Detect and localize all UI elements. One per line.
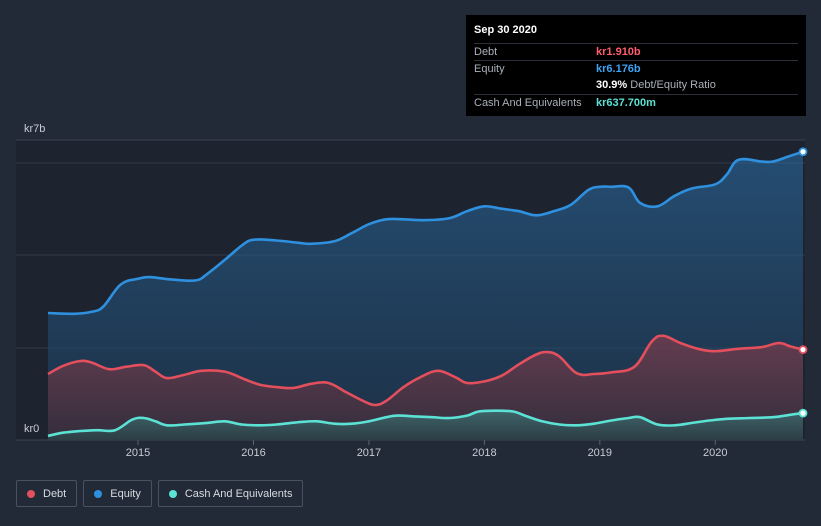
legend-label-debt: Debt — [43, 487, 67, 500]
tooltip-ratio-label: Debt/Equity Ratio — [630, 79, 716, 91]
equity-end-marker — [798, 147, 808, 157]
tooltip-debt-label: Debt — [474, 46, 498, 58]
debt-dot-icon — [27, 489, 35, 498]
tooltip: Sep 30 2020 Debt kr1.910b Equity kr6.176… — [466, 15, 806, 116]
legend-label-equity: Equity — [110, 487, 141, 500]
cash-dot-icon — [168, 489, 177, 498]
axes: kr0 kr7b 2015 2016 2017 2018 2019 2020 — [24, 123, 728, 459]
x-tick-label: 2019 — [588, 447, 612, 459]
tooltip-row-cash: Cash And Equivalents kr637.700m — [474, 94, 798, 111]
cash-and-equivalents-line — [47, 409, 804, 438]
debt-end-marker — [798, 345, 808, 355]
legend-item-debt[interactable]: Debt — [16, 480, 78, 507]
debt-line — [47, 334, 804, 407]
series-areas — [48, 151, 803, 440]
equity-line — [47, 150, 804, 316]
y-tick-label-max: kr7b — [24, 123, 45, 135]
tooltip-row-equity: Equity kr6.176b — [474, 60, 798, 77]
equity-area — [48, 151, 803, 440]
series-lines — [47, 150, 804, 438]
tooltip-date: Sep 30 2020 — [474, 24, 537, 36]
x-tick-label: 2016 — [241, 447, 265, 459]
legend-item-cash[interactable]: Cash And Equivalents — [157, 480, 304, 507]
cash-and-equivalents-area — [48, 410, 803, 440]
x-tick-label: 2017 — [357, 447, 381, 459]
x-tick-label: 2018 — [472, 447, 496, 459]
tooltip-equity-label: Equity — [474, 63, 505, 75]
series-end-markers — [798, 147, 808, 418]
tooltip-row-ratio: 30.9% Debt/Equity Ratio — [474, 77, 798, 94]
legend-label-cash: Cash And Equivalents — [184, 487, 293, 500]
legend: Debt Equity Cash And Equivalents — [16, 480, 304, 507]
tooltip-cash-value: kr637.700m — [596, 97, 656, 109]
x-tick-label: 2015 — [126, 447, 150, 459]
y-tick-label-min: kr0 — [24, 423, 39, 435]
tooltip-debt-value: kr1.910b — [596, 46, 641, 58]
tooltip-cash-label: Cash And Equivalents — [474, 97, 582, 109]
debt-area — [48, 335, 803, 440]
x-tick-label: 2020 — [703, 447, 727, 459]
tooltip-equity-value: kr6.176b — [596, 63, 641, 75]
equity-dot-icon — [94, 489, 103, 498]
legend-item-equity[interactable]: Equity — [83, 480, 152, 507]
tooltip-row-debt: Debt kr1.910b — [474, 43, 798, 60]
tooltip-ratio-value: 30.9% — [596, 79, 628, 91]
cash-and-equivalents-end-marker — [798, 408, 808, 418]
